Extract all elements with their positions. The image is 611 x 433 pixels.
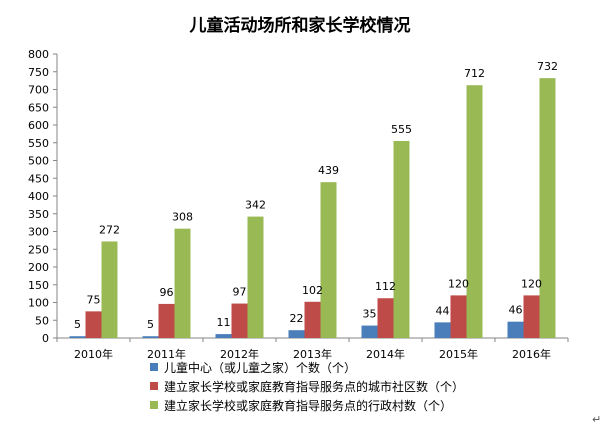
y-tick-label: 500 xyxy=(28,155,49,168)
x-tick-label: 2012年 xyxy=(220,347,259,361)
y-tick-label: 250 xyxy=(28,243,49,256)
bar-series-2 xyxy=(304,301,321,338)
bar-series-2 xyxy=(377,298,394,338)
bar-series-3 xyxy=(247,216,264,338)
data-label-series-2: 120 xyxy=(448,277,469,290)
data-label-series-1: 11 xyxy=(217,316,231,329)
y-tick-label: 0 xyxy=(42,332,49,345)
y-tick-label: 200 xyxy=(28,261,49,274)
x-tick-label: 2010年 xyxy=(74,347,113,361)
legend-entry: 建立家长学校或家庭教育指导服务点的行政村数（个） xyxy=(164,398,452,413)
bar-series-2 xyxy=(523,295,540,338)
y-tick-label: 600 xyxy=(28,119,49,132)
data-label-series-2: 102 xyxy=(302,284,323,297)
bar-series-2 xyxy=(85,311,102,338)
bar-series-1 xyxy=(507,321,524,338)
data-label-series-3: 272 xyxy=(99,223,120,236)
bar-series-3 xyxy=(320,182,337,338)
legend-swatch xyxy=(150,401,158,409)
y-tick-label: 100 xyxy=(28,297,49,310)
bar-series-1 xyxy=(142,336,159,338)
bar-series-1 xyxy=(361,325,378,338)
data-label-series-1: 44 xyxy=(436,304,450,317)
x-tick-label: 2013年 xyxy=(293,347,332,361)
x-tick-label: 2016年 xyxy=(512,347,551,361)
data-label-series-1: 5 xyxy=(147,318,154,331)
data-label-series-3: 555 xyxy=(391,123,412,136)
bar-series-1 xyxy=(288,330,305,338)
y-tick-label: 300 xyxy=(28,226,49,239)
chart-title: 儿童活动场所和家长学校情况 xyxy=(189,15,411,36)
bars xyxy=(69,78,556,339)
y-tick-label: 50 xyxy=(35,314,49,327)
legend-swatch xyxy=(150,382,158,390)
data-label-series-2: 75 xyxy=(87,293,101,306)
y-tick-label: 650 xyxy=(28,101,49,114)
data-labels: 5 75 272 5 96 308 11 97 342 22 102 439 35 112 555 44 120… xyxy=(74,60,558,331)
data-label-series-1: 46 xyxy=(509,304,523,317)
bar-series-2 xyxy=(231,303,248,338)
legend: 儿童中心（或儿童之家）个数（个） 建立家长学校或家庭教育指导服务点的城市社区数（个… xyxy=(150,360,464,413)
y-tick-label: 750 xyxy=(28,66,49,79)
y-tick-label: 350 xyxy=(28,208,49,221)
data-label-series-3: 342 xyxy=(245,199,266,212)
y-tick-label: 150 xyxy=(28,279,49,292)
paragraph-mark: ↵ xyxy=(592,413,601,426)
bar-series-1 xyxy=(215,334,232,338)
bar-series-1 xyxy=(69,336,86,338)
x-tick-label: 2014年 xyxy=(366,347,405,361)
axes: 0 50 100 150 200 250 300 350 400 450 500 550 600 650 7… xyxy=(28,48,569,361)
y-tick-label: 700 xyxy=(28,84,49,97)
data-label-series-2: 112 xyxy=(375,280,396,293)
legend-swatch xyxy=(150,363,158,371)
data-label-series-3: 712 xyxy=(464,67,485,80)
data-label-series-1: 22 xyxy=(290,312,304,325)
bar-series-3 xyxy=(466,85,483,339)
bar-series-2 xyxy=(158,303,175,338)
legend-entry: 建立家长学校或家庭教育指导服务点的城市社区数（个） xyxy=(164,379,464,394)
bar-series-3 xyxy=(539,78,556,338)
y-tick-label: 450 xyxy=(28,172,49,185)
data-label-series-2: 97 xyxy=(233,286,247,299)
bar-series-3 xyxy=(174,228,191,338)
data-label-series-3: 308 xyxy=(172,211,193,224)
data-label-series-2: 120 xyxy=(521,277,542,290)
data-label-series-3: 439 xyxy=(318,164,339,177)
x-tick-label: 2011年 xyxy=(147,347,186,361)
legend-entry: 儿童中心（或儿童之家）个数（个） xyxy=(164,360,356,375)
bar-series-1 xyxy=(434,322,451,338)
data-label-series-3: 732 xyxy=(537,60,558,73)
y-tick-label: 800 xyxy=(28,48,49,61)
y-tick-label: 550 xyxy=(28,137,49,150)
y-tick-label: 400 xyxy=(28,190,49,203)
bar-series-2 xyxy=(450,295,467,338)
data-label-series-1: 35 xyxy=(363,308,377,321)
x-tick-label: 2015年 xyxy=(439,347,478,361)
data-label-series-1: 5 xyxy=(74,318,81,331)
bar-series-3 xyxy=(101,241,118,338)
data-label-series-2: 96 xyxy=(160,286,174,299)
bar-series-3 xyxy=(393,140,410,338)
